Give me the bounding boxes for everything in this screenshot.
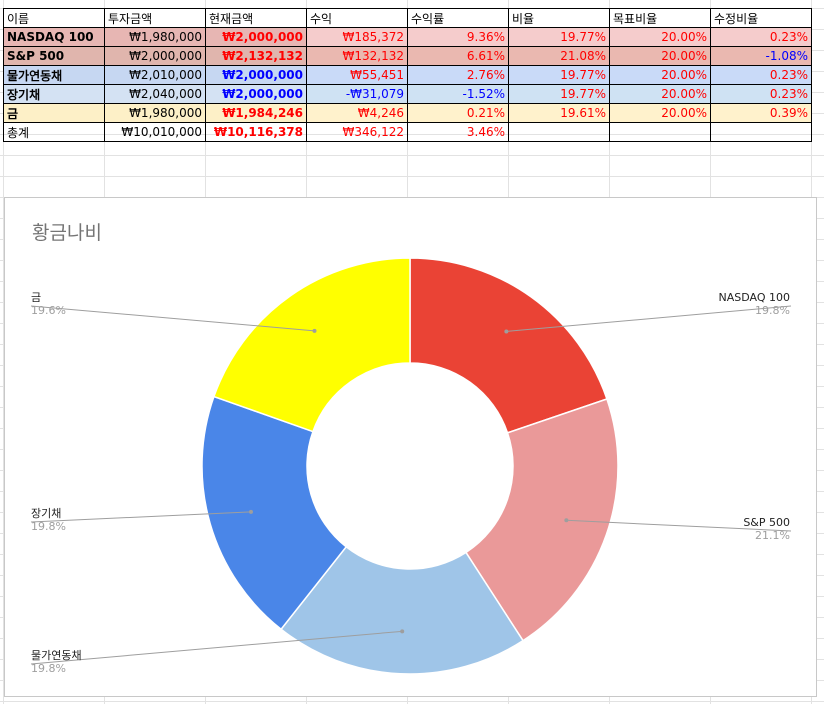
profit-cell[interactable]: -₩31,079 [306,84,408,104]
ratio-cell[interactable]: 19.77% [508,84,610,104]
empty-cell[interactable] [609,122,711,142]
name-cell[interactable]: 장기채 [3,84,105,104]
table-row: 금 ₩1,980,000 ₩1,984,246 ₩4,246 0.21% 19.… [3,103,812,123]
invest-cell[interactable]: ₩2,000,000 [104,46,206,66]
total-name-cell[interactable]: 총계 [3,122,105,142]
name-cell[interactable]: S&P 500 [3,46,105,66]
invest-cell[interactable]: ₩2,040,000 [104,84,206,104]
leader-dot [564,518,569,523]
total-current-cell[interactable]: ₩10,116,378 [205,122,307,142]
header-cell[interactable]: 목표비율 [609,8,711,28]
name-cell[interactable]: 물가연동채 [3,65,105,85]
header-cell[interactable]: 비율 [508,8,610,28]
donut-slice[interactable] [280,545,525,675]
rate-cell[interactable]: -1.52% [407,84,509,104]
current-cell[interactable]: ₩2,000,000 [205,27,307,47]
header-cell[interactable]: 투자금액 [104,8,206,28]
rate-cell[interactable]: 6.61% [407,46,509,66]
name-cell[interactable]: NASDAQ 100 [3,27,105,47]
slice-label-gold: 금 19.6% [31,291,66,317]
rate-cell[interactable]: 9.36% [407,27,509,47]
ratio-cell[interactable]: 19.77% [508,65,610,85]
slice-name: 물가연동채 [31,649,82,662]
total-row: 총계 ₩10,010,000 ₩10,116,378 ₩346,122 3.46… [3,122,812,142]
target-cell[interactable]: 20.00% [609,84,711,104]
slice-name: 장기채 [31,507,62,520]
leader-line [30,511,252,523]
chart-title: 황금나비 [32,222,102,244]
adj-cell[interactable]: 0.23% [710,65,812,85]
target-cell[interactable]: 20.00% [609,46,711,66]
donut-chart [30,257,792,675]
current-cell[interactable]: ₩1,984,246 [205,103,307,123]
leader-dot [248,509,253,514]
header-cell[interactable]: 수익 [306,8,408,28]
target-cell[interactable]: 20.00% [609,65,711,85]
leader-dot [504,329,509,334]
profit-cell[interactable]: ₩132,132 [306,46,408,66]
slice-percent: 19.8% [31,520,66,533]
donut-slice[interactable] [409,257,608,434]
slice-percent: 19.6% [31,304,66,317]
total-invest-cell[interactable]: ₩10,010,000 [104,122,206,142]
chart-panel[interactable]: 황금나비 금 19.6% NASDAQ 100 19.8% 장기채 19.8% … [4,197,817,697]
spreadsheet-table: 이름 투자금액 현재금액 수익 수익률 비율 목표비율 수정비율 NASDAQ … [3,8,812,142]
target-cell[interactable]: 20.00% [609,103,711,123]
total-rate-cell[interactable]: 3.46% [407,122,509,142]
current-cell[interactable]: ₩2,000,000 [205,65,307,85]
donut-slice[interactable] [201,395,348,631]
target-cell[interactable]: 20.00% [609,27,711,47]
slice-label-tips: 물가연동채 19.8% [31,649,82,675]
adj-cell[interactable]: 0.23% [710,84,812,104]
current-cell[interactable]: ₩2,132,132 [205,46,307,66]
donut-slice[interactable] [464,398,619,642]
slice-name: S&P 500 [743,516,790,529]
slice-percent: 19.8% [31,662,66,675]
slice-percent: 19.8% [755,304,790,317]
invest-cell[interactable]: ₩1,980,000 [104,27,206,47]
rate-cell[interactable]: 0.21% [407,103,509,123]
table-row: NASDAQ 100 ₩1,980,000 ₩2,000,000 ₩185,37… [3,27,812,47]
name-cell[interactable]: 금 [3,103,105,123]
ratio-cell[interactable]: 19.77% [508,27,610,47]
profit-cell[interactable]: ₩55,451 [306,65,408,85]
slice-label-long-bond: 장기채 19.8% [31,507,66,533]
slice-percent: 21.1% [755,529,790,542]
header-cell[interactable]: 이름 [3,8,105,28]
slice-name: 금 [31,291,42,304]
adj-cell[interactable]: 0.39% [710,103,812,123]
header-cell[interactable]: 현재금액 [205,8,307,28]
current-cell[interactable]: ₩2,000,000 [205,84,307,104]
ratio-cell[interactable]: 19.61% [508,103,610,123]
adj-cell[interactable]: 0.23% [710,27,812,47]
table-row: 장기채 ₩2,040,000 ₩2,000,000 -₩31,079 -1.52… [3,84,812,104]
header-cell[interactable]: 수정비율 [710,8,812,28]
header-cell[interactable]: 수익률 [407,8,509,28]
profit-cell[interactable]: ₩4,246 [306,103,408,123]
total-profit-cell[interactable]: ₩346,122 [306,122,408,142]
table-row: S&P 500 ₩2,000,000 ₩2,132,132 ₩132,132 6… [3,46,812,66]
empty-cell[interactable] [710,122,812,142]
slice-label-nasdaq: NASDAQ 100 19.8% [719,291,791,317]
profit-cell[interactable]: ₩185,372 [306,27,408,47]
invest-cell[interactable]: ₩1,980,000 [104,103,206,123]
invest-cell[interactable]: ₩2,010,000 [104,65,206,85]
leader-dot [400,629,405,634]
leader-line [506,305,792,332]
leader-line [30,630,403,665]
leader-line [30,305,315,332]
donut-slice[interactable] [212,257,411,433]
slice-label-sp500: S&P 500 21.1% [743,516,790,542]
slice-name: NASDAQ 100 [718,291,791,304]
leader-line [566,519,792,532]
header-row: 이름 투자금액 현재금액 수익 수익률 비율 목표비율 수정비율 [3,8,812,28]
ratio-cell[interactable]: 21.08% [508,46,610,66]
table-row: 물가연동채 ₩2,010,000 ₩2,000,000 ₩55,451 2.76… [3,65,812,85]
empty-cell[interactable] [508,122,610,142]
adj-cell[interactable]: -1.08% [710,46,812,66]
rate-cell[interactable]: 2.76% [407,65,509,85]
leader-dot [312,328,317,333]
